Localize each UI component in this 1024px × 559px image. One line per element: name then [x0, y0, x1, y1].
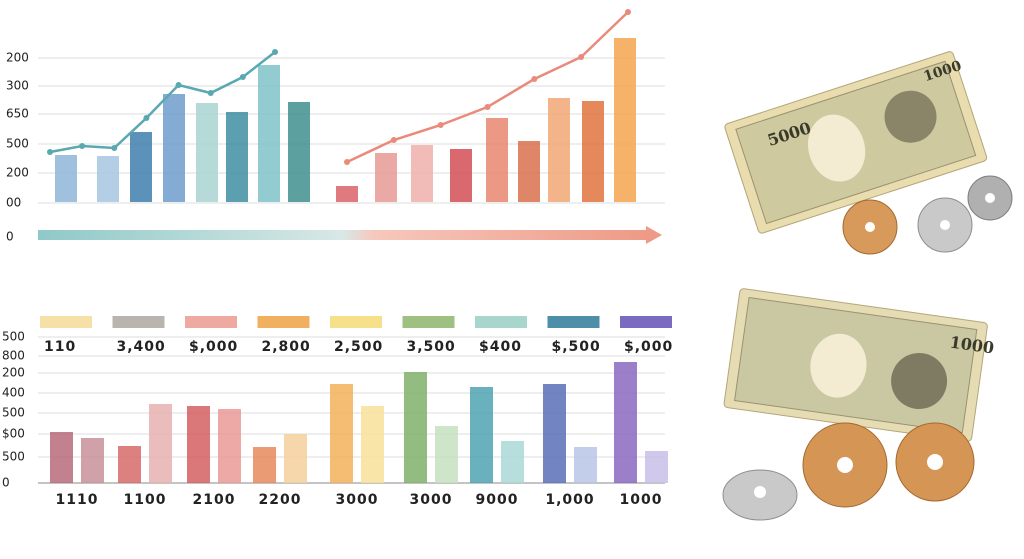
bar	[614, 38, 636, 202]
bill-5000: 5000 1000	[724, 51, 988, 234]
bar	[548, 98, 570, 202]
bar	[55, 155, 77, 202]
bar	[518, 141, 540, 202]
bill-1000: 1000	[723, 288, 995, 442]
bar	[645, 451, 668, 483]
line-point	[79, 143, 86, 149]
bar	[118, 446, 141, 483]
y-tick-label: 0	[2, 476, 10, 490]
bar	[288, 102, 310, 202]
line-point	[344, 159, 350, 165]
coins	[722, 175, 1013, 521]
legend-label: $400	[479, 339, 522, 355]
trend-line	[49, 51, 276, 154]
x-tick-label: 1,000	[545, 492, 594, 508]
y-tick-label: 200	[6, 166, 29, 180]
y-tick-label: 400	[2, 386, 25, 400]
bar	[361, 406, 384, 483]
bar	[435, 426, 458, 483]
legend-label: 2,800	[262, 339, 311, 355]
x-tick-label: 3000	[410, 492, 453, 508]
bar	[330, 384, 353, 483]
bar	[614, 362, 637, 483]
legend-swatch	[475, 316, 527, 328]
bar	[574, 447, 597, 483]
x-tick-label: 1110	[56, 492, 99, 508]
x-tick-label: 2100	[193, 492, 236, 508]
x-tick-label: 3000	[336, 492, 379, 508]
bar	[470, 387, 493, 483]
x-tick-label: 2200	[259, 492, 302, 508]
line-point	[207, 90, 214, 96]
line-point	[625, 9, 631, 15]
legend-swatch	[112, 316, 165, 328]
bar	[187, 406, 210, 483]
legend-label: 3,400	[117, 339, 166, 355]
bar	[253, 447, 276, 483]
bar	[284, 434, 307, 483]
legend-swatch	[402, 316, 455, 328]
y-tick-label: 0	[6, 230, 14, 244]
line-point	[272, 49, 278, 55]
y-tick-label: 800	[2, 349, 25, 363]
x-tick-label: 1100	[124, 492, 167, 508]
legend-swatch	[185, 316, 237, 328]
legend-label: 2,500	[334, 339, 383, 355]
legend-label: 110	[44, 339, 76, 355]
bar	[163, 94, 185, 202]
bar	[582, 101, 604, 202]
bar	[450, 149, 472, 202]
y-tick-label: 200	[2, 366, 25, 380]
line-point	[484, 104, 491, 110]
bar	[543, 384, 566, 483]
y-tick-label: 500	[2, 450, 25, 464]
line-point	[437, 122, 444, 128]
legend-swatch	[620, 316, 672, 328]
y-tick-label: 500	[2, 330, 25, 344]
arrow-head	[646, 226, 662, 244]
line-point	[390, 137, 397, 143]
y-tick-label: 500	[2, 406, 25, 420]
bar	[501, 441, 524, 483]
bar	[196, 103, 218, 202]
bar	[336, 186, 358, 202]
bar	[97, 156, 119, 202]
bar	[411, 145, 433, 202]
legend-label: $,000	[624, 339, 673, 355]
line-point	[578, 54, 585, 60]
bar	[486, 118, 508, 202]
legend-swatch	[330, 316, 382, 328]
bar	[149, 404, 172, 483]
bar	[226, 112, 248, 202]
legend-swatch	[547, 316, 600, 328]
y-tick-label: 300	[6, 79, 29, 93]
line-point	[531, 76, 538, 82]
legend-label: 3,500	[407, 339, 456, 355]
line-point	[47, 149, 53, 155]
y-tick-label: 500	[6, 137, 29, 151]
x-tick-label: 1000	[620, 492, 663, 508]
axis-arrow	[38, 230, 648, 240]
line-point	[239, 74, 246, 80]
legend-label: $,500	[552, 339, 601, 355]
bar	[404, 372, 427, 483]
y-tick-label: 200	[6, 51, 29, 65]
line-point	[111, 145, 118, 151]
line-point	[143, 115, 150, 121]
bar	[130, 132, 152, 202]
bar	[258, 65, 280, 202]
legend-swatch	[257, 316, 310, 328]
y-tick-label: 650	[6, 107, 29, 121]
y-tick-label: 00	[6, 196, 21, 210]
x-tick-label: 9000	[476, 492, 519, 508]
bar	[218, 409, 241, 483]
legend-swatch	[40, 316, 92, 328]
bar	[50, 432, 73, 483]
line-point	[175, 82, 182, 88]
y-tick-label: $00	[2, 427, 25, 441]
legend-label: $,000	[189, 339, 238, 355]
bar	[375, 153, 397, 202]
bar	[81, 438, 104, 483]
